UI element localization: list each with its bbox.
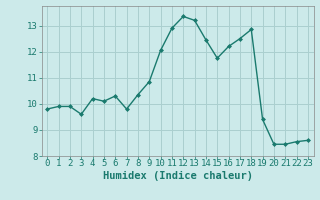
X-axis label: Humidex (Indice chaleur): Humidex (Indice chaleur) (103, 171, 252, 181)
